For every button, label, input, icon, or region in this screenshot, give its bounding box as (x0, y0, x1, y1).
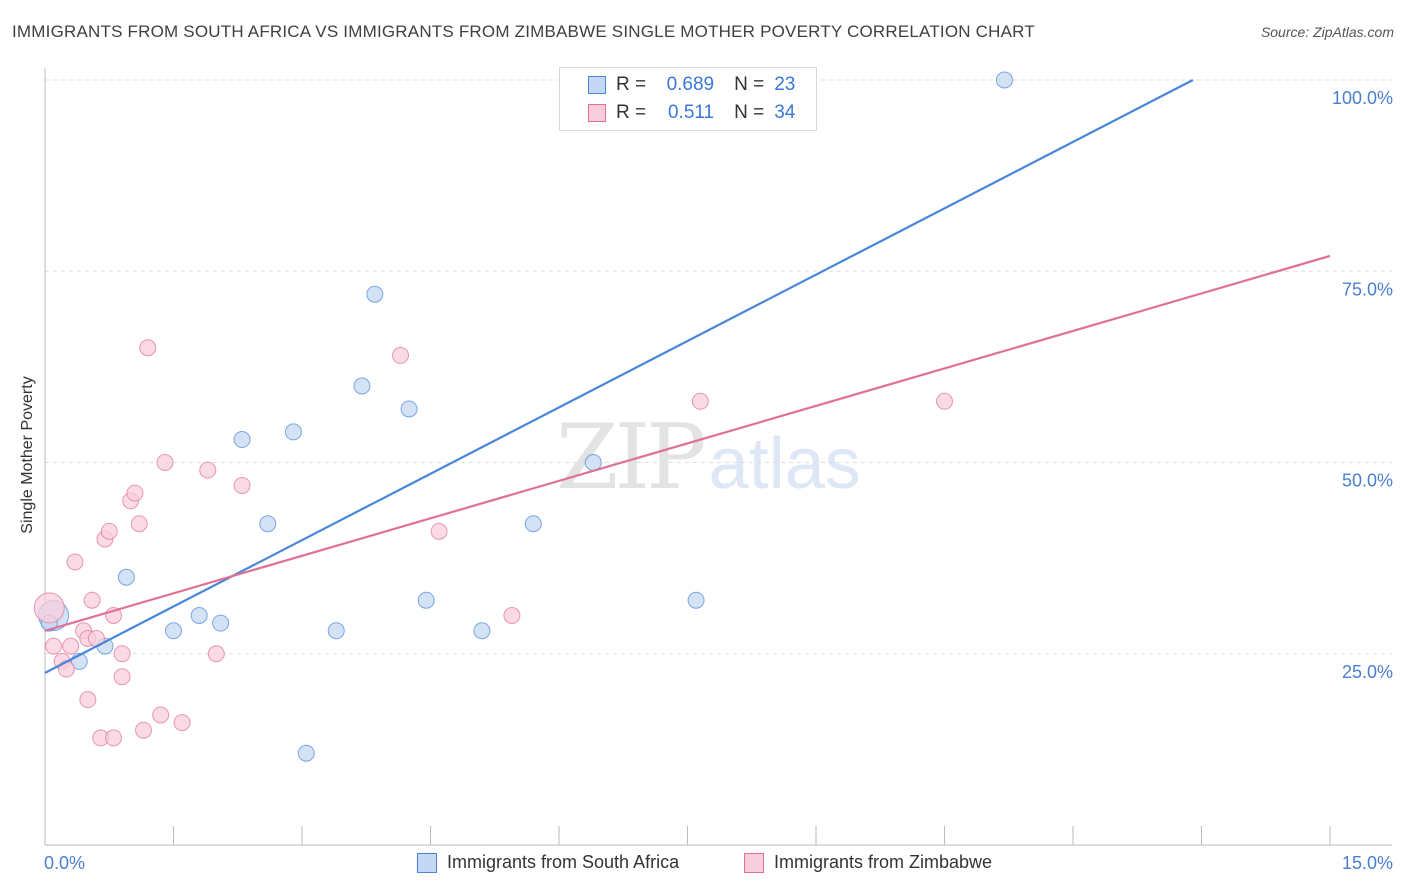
point-zimbabwe (207, 645, 225, 663)
point-south-africa (259, 515, 277, 533)
legend-row-south-africa: R = 0.689 N = 23 (588, 73, 795, 97)
y-tick-label: 50.0% (1342, 471, 1393, 491)
point-zimbabwe (33, 592, 65, 624)
point-south-africa (473, 622, 491, 640)
source-label: Source: ZipAtlas.com (1260, 24, 1394, 40)
point-zimbabwe (392, 346, 410, 364)
x-tick-label-min: 0.0% (44, 853, 85, 873)
series-swatch-south-africa (417, 852, 437, 873)
point-south-africa (233, 431, 251, 449)
point-zimbabwe (936, 392, 953, 410)
point-zimbabwe (126, 484, 144, 502)
series-label-south-africa: Immigrants from South Africa (447, 852, 680, 872)
y-tick-label: 25.0% (1342, 662, 1393, 682)
x-tick-label-max: 15.0% (1342, 853, 1393, 873)
point-zimbabwe (152, 706, 170, 724)
point-zimbabwe (83, 591, 101, 609)
trendline-south-africa (44, 79, 1194, 674)
point-zimbabwe (113, 668, 131, 686)
point-zimbabwe (691, 392, 709, 410)
point-south-africa (353, 377, 371, 395)
y-tick-label: 75.0% (1342, 279, 1393, 299)
point-zimbabwe (173, 714, 191, 732)
point-zimbabwe (45, 637, 63, 655)
series-swatch-zimbabwe (744, 852, 764, 873)
legend-n-label: N = (734, 74, 765, 95)
legend-r-label: R = (616, 102, 647, 123)
point-south-africa (400, 400, 418, 418)
point-zimbabwe (156, 454, 174, 471)
legend-n-value-south-africa: 23 (774, 74, 796, 95)
point-south-africa (297, 744, 315, 762)
legend-r-value-south-africa: 0.689 (666, 74, 715, 95)
point-south-africa (165, 622, 182, 640)
point-zimbabwe (105, 729, 123, 747)
legend-swatch-zimbabwe (588, 104, 606, 122)
point-zimbabwe (57, 660, 75, 678)
point-south-africa (212, 614, 230, 632)
point-zimbabwe (233, 476, 251, 494)
watermark-atlas: atlas (708, 424, 861, 504)
point-zimbabwe (130, 515, 148, 533)
point-south-africa (117, 568, 135, 586)
trendline-zimbabwe (44, 254, 1331, 632)
point-south-africa (687, 591, 705, 609)
point-zimbabwe (62, 637, 80, 655)
point-zimbabwe (503, 607, 521, 624)
point-zimbabwe (79, 691, 97, 709)
point-zimbabwe (135, 721, 153, 739)
point-south-africa (995, 71, 1013, 89)
point-south-africa (417, 591, 435, 609)
series-legend-south-africa[interactable]: Immigrants from South Africa (417, 852, 679, 873)
correlation-legend: R = 0.689 N = 23 R = 0.511 N = 34 (559, 67, 817, 131)
point-zimbabwe (66, 553, 84, 571)
point-south-africa (366, 285, 384, 303)
point-zimbabwe (139, 339, 157, 357)
point-south-africa (190, 607, 208, 624)
series-legend-zimbabwe[interactable]: Immigrants from Zimbabwe (744, 852, 992, 873)
point-south-africa (524, 515, 542, 533)
legend-n-value-zimbabwe: 34 (774, 102, 796, 123)
legend-row-zimbabwe: R = 0.511 N = 34 (588, 101, 795, 125)
watermark-zip: ZIP (556, 405, 707, 510)
y-tick-label: 100.0% (1332, 88, 1393, 108)
point-zimbabwe (100, 522, 118, 540)
series-label-zimbabwe: Immigrants from Zimbabwe (774, 852, 993, 872)
legend-r-label: R = (616, 74, 647, 95)
legend-r-value-zimbabwe: 0.511 (667, 102, 715, 123)
point-zimbabwe (199, 461, 217, 479)
point-south-africa (327, 622, 345, 640)
watermark: ZIPatlas (556, 405, 861, 510)
point-zimbabwe (113, 645, 131, 663)
legend-n-label: N = (734, 102, 765, 123)
legend-swatch-south-africa (588, 76, 606, 94)
point-south-africa (284, 423, 302, 441)
point-zimbabwe (430, 522, 448, 540)
series-legend: Immigrants from South Africa Immigrants … (0, 852, 1406, 876)
chart-title: IMMIGRANTS FROM SOUTH AFRICA VS IMMIGRAN… (12, 22, 1035, 41)
